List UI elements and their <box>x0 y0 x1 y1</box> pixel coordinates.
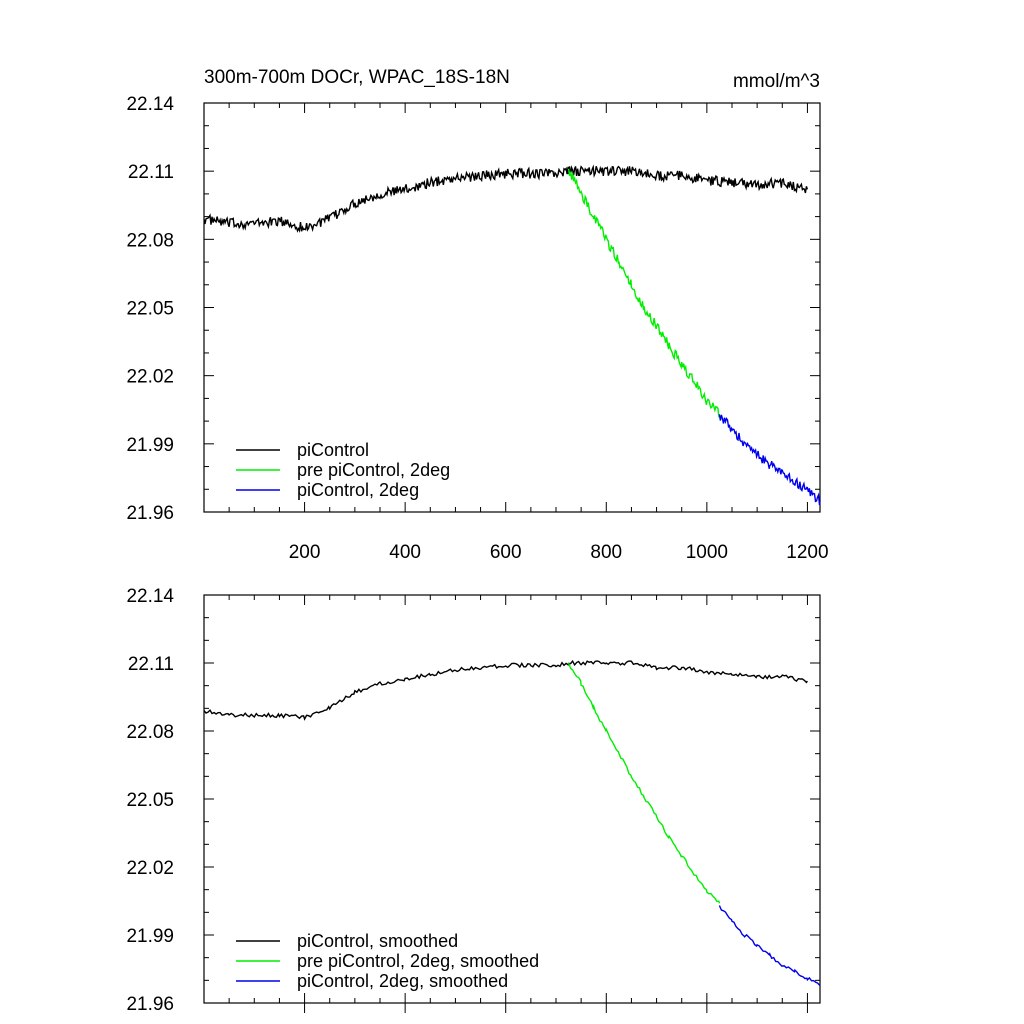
legend-entry: piControl, 2deg, smoothed <box>297 971 508 991</box>
bottom-panel: 22.14 22.11 22.08 22.05 22.02 21.99 21.96 piCon… <box>126 586 821 1015</box>
y-tick-label: 22.11 <box>128 654 174 675</box>
legend-entry: piControl, smoothed <box>297 931 458 951</box>
top-panel: 22.14 22.11 22.08 22.05 22.02 21.99 21.96 200 40… <box>126 94 828 563</box>
legend-entry: piControl, 2deg <box>297 480 419 500</box>
legend-entry: pre piControl, 2deg, smoothed <box>297 951 539 971</box>
y-tick-label: 22.02 <box>126 858 174 879</box>
x-tick-label: 400 <box>389 542 421 563</box>
y-tick-label: 21.99 <box>126 926 174 947</box>
y-tick-label: 22.08 <box>126 230 174 251</box>
x-tick-label: 1000 <box>686 542 728 563</box>
series-line-0 <box>203 659 808 721</box>
series-line-0 <box>203 164 809 233</box>
y-tick-label: 22.05 <box>126 299 174 320</box>
y-tick-label: 22.02 <box>126 367 174 388</box>
y-tick-label: 22.05 <box>126 790 174 811</box>
y-tick-label: 22.14 <box>126 94 174 115</box>
legend-entry: piControl <box>297 440 369 460</box>
x-tick-label: 1200 <box>786 542 828 563</box>
y-tick-label: 21.99 <box>126 435 174 456</box>
units-label: mmol/m^3 <box>733 71 820 92</box>
legend-entry: pre piControl, 2deg <box>297 460 450 480</box>
y-tick-label: 22.11 <box>128 162 174 183</box>
x-tick-label: 600 <box>490 542 522 563</box>
x-tick-label: 800 <box>590 542 622 563</box>
y-tick-label: 21.96 <box>126 994 174 1015</box>
x-tick-label: 200 <box>289 542 321 563</box>
y-tick-label: 22.14 <box>126 586 174 607</box>
series-line-1 <box>567 168 721 418</box>
series-line-1 <box>567 662 721 904</box>
series-line-2 <box>718 905 821 986</box>
chart-title: 300m-700m DOCr, WPAC_18S-18N <box>204 67 510 88</box>
y-tick-label: 21.96 <box>126 503 174 524</box>
y-tick-label: 22.08 <box>126 722 174 743</box>
series-line-2 <box>718 414 821 506</box>
